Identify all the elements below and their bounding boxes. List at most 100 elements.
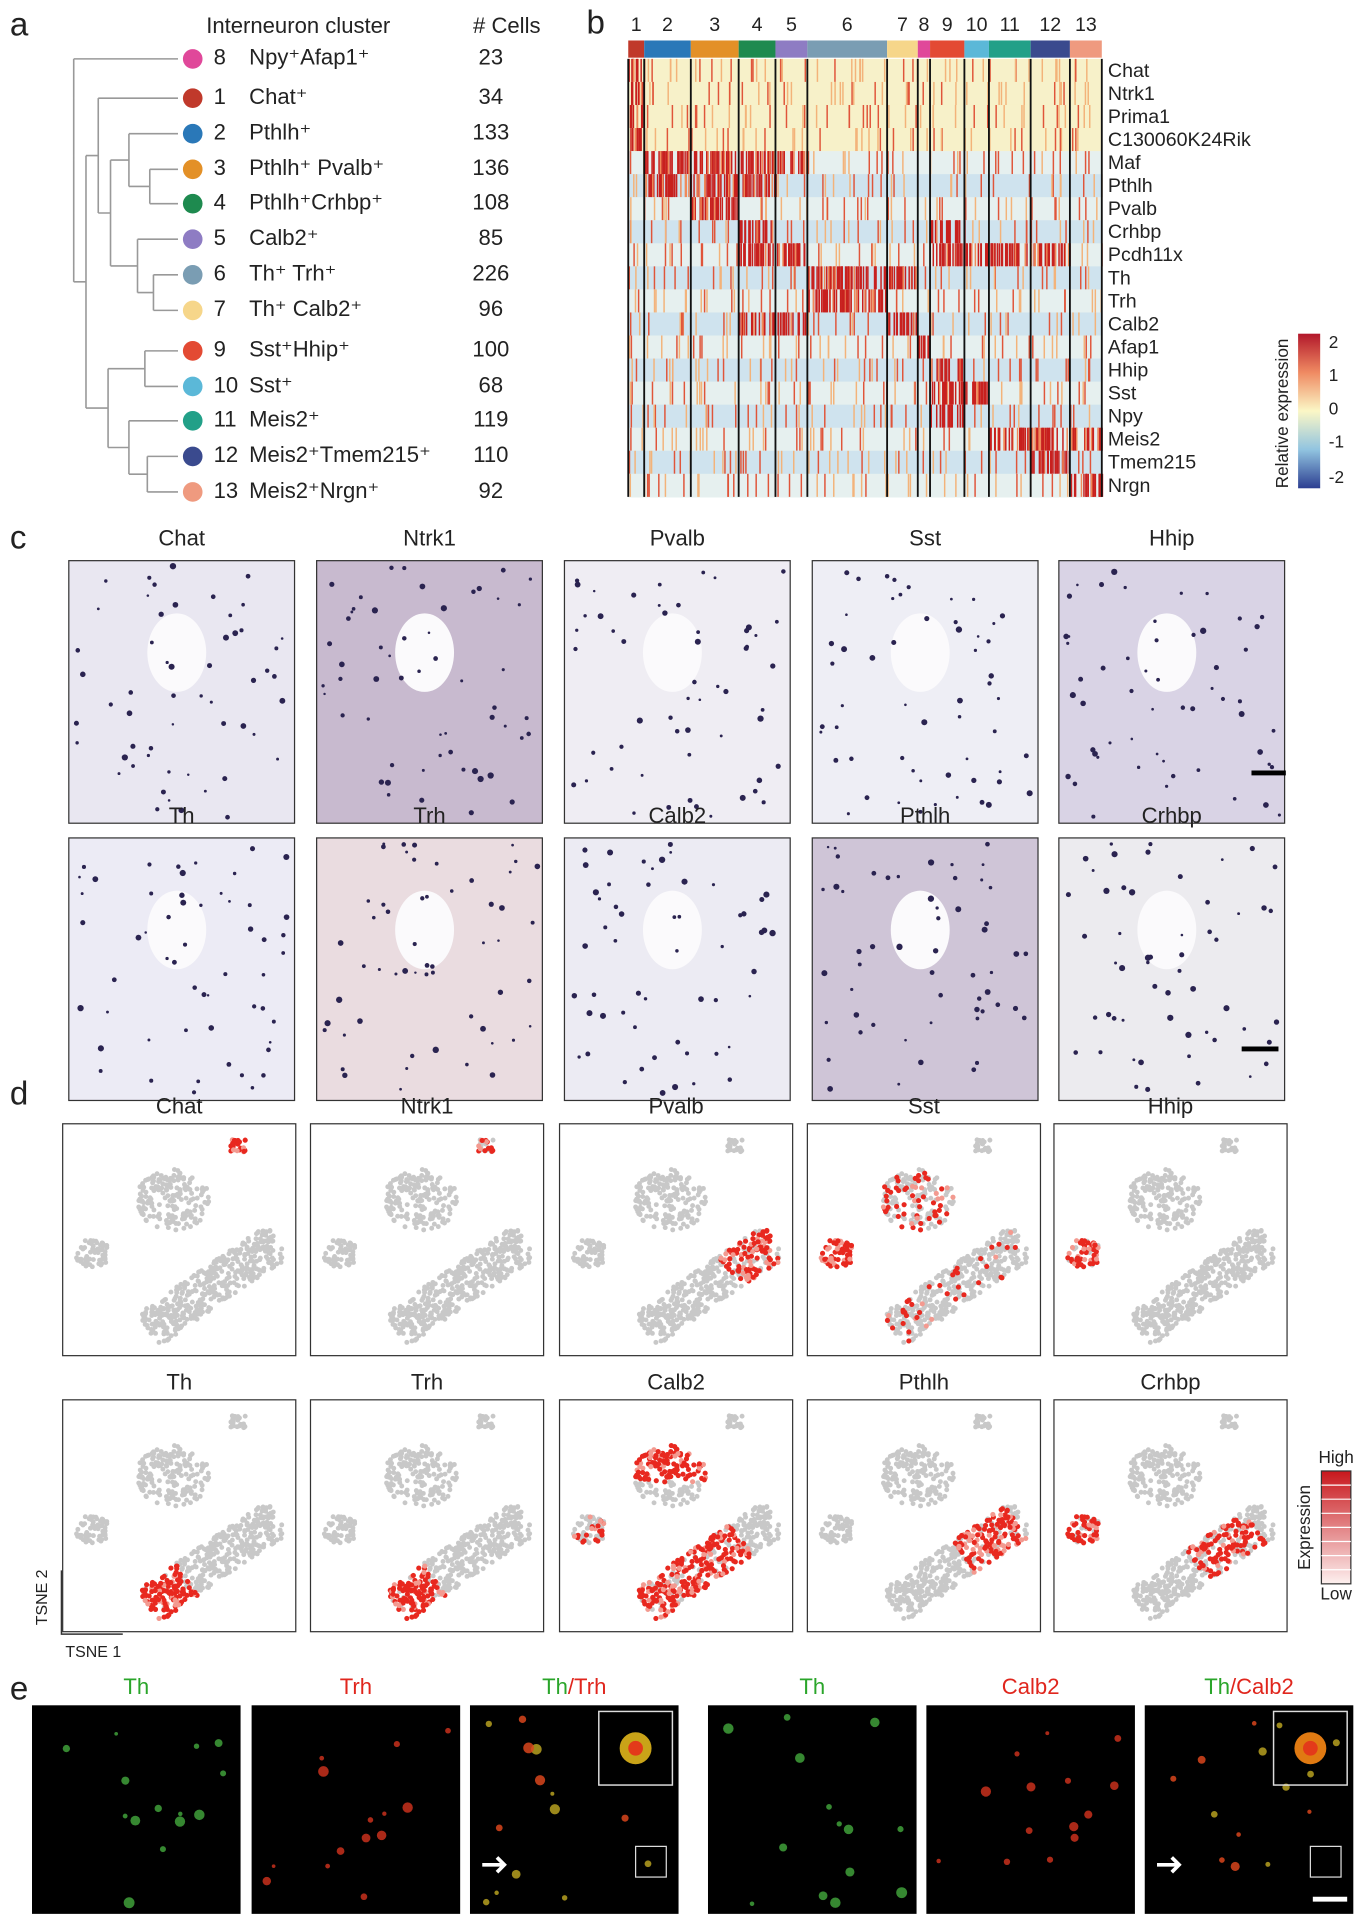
cell-point bbox=[426, 1197, 432, 1203]
cell-point bbox=[434, 1291, 440, 1297]
cell-point bbox=[419, 1198, 425, 1204]
ish-cell bbox=[716, 684, 720, 689]
ish-cell bbox=[340, 1067, 345, 1072]
cell-point bbox=[462, 1273, 468, 1279]
gene-label: C130060K24Rik bbox=[1108, 129, 1251, 151]
heatmap-stripe bbox=[1001, 243, 1004, 267]
heatmap-stripe bbox=[760, 289, 763, 313]
cell-point bbox=[455, 1306, 461, 1311]
ish-cell bbox=[1021, 1015, 1027, 1021]
heatmap-stripe bbox=[985, 243, 988, 267]
cell-point bbox=[230, 1256, 236, 1262]
heatmap-stripe bbox=[857, 197, 859, 221]
cell-point bbox=[445, 1217, 451, 1223]
ish-cell bbox=[1121, 885, 1127, 891]
heatmap-stripe bbox=[940, 81, 943, 105]
ish-cell bbox=[674, 729, 680, 734]
heatmap-stripe bbox=[698, 174, 701, 198]
ish-cell bbox=[599, 1012, 607, 1019]
heatmap-stripe bbox=[1084, 151, 1087, 175]
heatmap-stripe bbox=[703, 381, 706, 405]
cell-point bbox=[149, 1203, 155, 1209]
heatmap-stripe bbox=[941, 404, 944, 428]
cell-point bbox=[508, 1238, 514, 1244]
ish-cell bbox=[760, 707, 765, 712]
heatmap-stripe bbox=[680, 151, 682, 175]
heatmap-stripe bbox=[880, 404, 882, 428]
cell-point bbox=[442, 1186, 448, 1192]
heatmap-stripe bbox=[1056, 58, 1058, 82]
ish-cell bbox=[414, 971, 417, 974]
ish-cell bbox=[135, 934, 142, 941]
cell-point bbox=[214, 1273, 220, 1279]
cell-point bbox=[440, 1287, 446, 1293]
heatmap-stripe bbox=[778, 381, 780, 405]
heatmap-stripe bbox=[684, 289, 687, 313]
cell-point bbox=[951, 1290, 957, 1296]
cluster-bar bbox=[917, 40, 931, 58]
heatmap-stripe bbox=[704, 128, 707, 152]
table-header: # Cells bbox=[473, 13, 541, 38]
heatmap-stripe bbox=[732, 266, 734, 290]
ish-cell bbox=[228, 900, 231, 903]
cell-point bbox=[136, 1204, 142, 1210]
heatmap-stripe bbox=[885, 266, 887, 290]
cell-point bbox=[501, 1236, 507, 1242]
heatmap-stripe bbox=[895, 450, 897, 474]
cell-point bbox=[644, 1195, 650, 1201]
heatmap-stripe bbox=[679, 312, 682, 336]
ish-cell bbox=[971, 777, 977, 784]
cell-point bbox=[421, 1293, 427, 1299]
cell-point bbox=[485, 1269, 491, 1275]
heatmap-stripe bbox=[1084, 427, 1087, 451]
heatmap-stripe bbox=[769, 104, 771, 129]
ish-cell bbox=[222, 634, 229, 641]
heatmap-stripe bbox=[710, 151, 712, 175]
heatmap-stripe bbox=[663, 289, 665, 313]
cell-point bbox=[675, 1281, 681, 1287]
heatmap-stripe bbox=[873, 404, 876, 428]
heatmap-stripe bbox=[1015, 450, 1018, 474]
heatmap-stripe bbox=[802, 220, 805, 244]
heatmap-stripe bbox=[1028, 335, 1031, 359]
heatmap-stripe bbox=[1070, 427, 1073, 451]
ish-cell bbox=[503, 724, 507, 728]
heatmap-stripe bbox=[779, 58, 782, 82]
heatmap-stripe bbox=[638, 312, 641, 336]
heatmap-stripe bbox=[1016, 473, 1018, 497]
heatmap-stripe bbox=[688, 174, 690, 198]
cell-point bbox=[776, 1246, 782, 1252]
heatmap-stripe bbox=[680, 312, 683, 336]
cell-point bbox=[928, 1195, 934, 1201]
ish-cell bbox=[846, 812, 850, 816]
ish-cell bbox=[384, 779, 391, 786]
cluster-dot bbox=[182, 159, 203, 180]
ish-cell bbox=[973, 648, 978, 653]
cell-point bbox=[913, 1289, 919, 1295]
heatmap-stripe bbox=[1086, 58, 1088, 82]
heatmap-stripe bbox=[905, 81, 908, 105]
heatmap-stripe bbox=[946, 243, 949, 267]
heatmap-stripe bbox=[650, 174, 653, 198]
heatmap-stripe bbox=[789, 243, 791, 267]
cell-point bbox=[599, 1256, 605, 1262]
heatmap-stripe bbox=[893, 312, 896, 336]
heatmap-stripe bbox=[646, 151, 649, 175]
heatmap-stripe bbox=[629, 381, 632, 405]
ish-cell bbox=[226, 1061, 232, 1067]
ish-cell bbox=[904, 1038, 907, 1042]
ish-cell bbox=[592, 589, 596, 593]
heatmap-stripe bbox=[745, 450, 747, 474]
cell-point bbox=[497, 1249, 503, 1254]
colorbar-tick: 1 bbox=[1329, 365, 1339, 385]
cluster-bar bbox=[964, 40, 989, 58]
heatmap-stripe bbox=[824, 220, 827, 244]
heatmap-stripe bbox=[716, 128, 718, 152]
cell-point bbox=[430, 1279, 436, 1285]
cell-point bbox=[435, 1224, 441, 1230]
cell-point bbox=[593, 1261, 599, 1267]
cell-point bbox=[480, 1290, 486, 1296]
ish-cell bbox=[727, 1045, 731, 1049]
heatmap-stripe bbox=[1053, 81, 1056, 105]
cell-point bbox=[139, 1193, 145, 1199]
